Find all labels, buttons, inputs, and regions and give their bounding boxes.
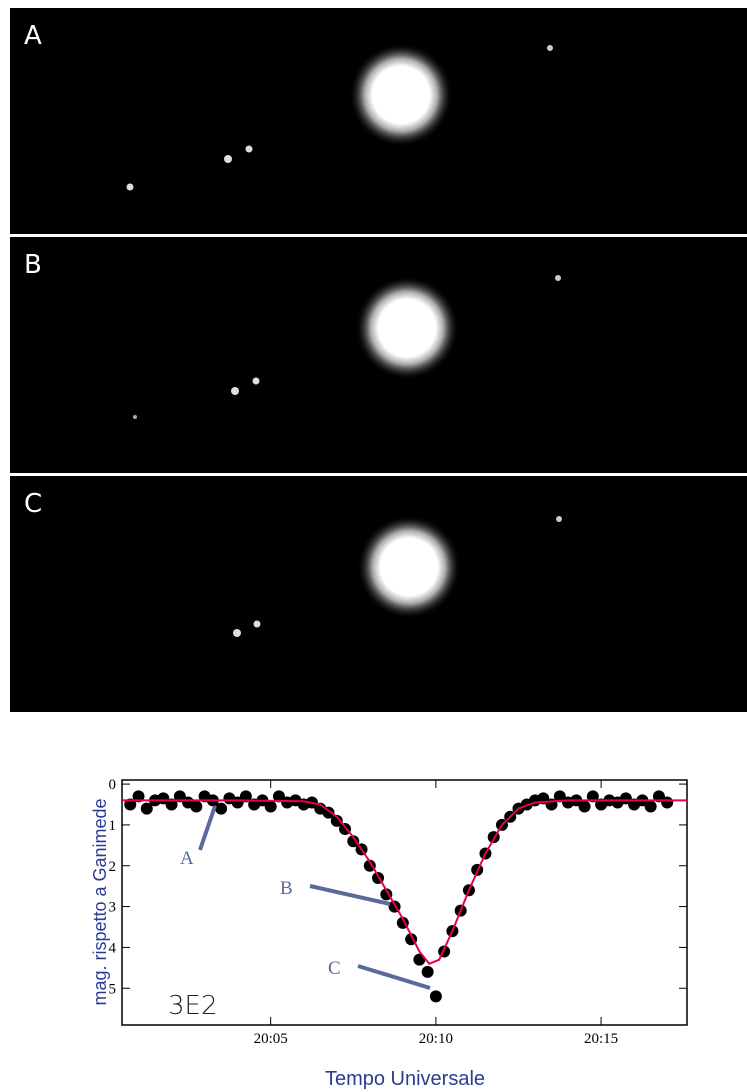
y-tick-label: 1 — [109, 818, 117, 834]
panel-label: B — [24, 250, 42, 280]
x-tick-label: 20:15 — [584, 1031, 618, 1047]
annotation: A — [180, 848, 194, 869]
data-point — [644, 800, 657, 813]
y-tick-label: 4 — [109, 940, 117, 956]
panel-label: C — [24, 489, 42, 519]
data-point — [173, 790, 186, 803]
data-point — [553, 790, 566, 803]
data-point — [190, 800, 203, 813]
data-point — [586, 790, 599, 803]
data-point — [124, 798, 137, 811]
y-tick-label: 5 — [109, 981, 117, 997]
data-point — [239, 790, 252, 803]
data-point — [272, 790, 285, 803]
annotation: C — [328, 958, 341, 979]
photo-panels: A B C — [10, 8, 747, 712]
data-point — [322, 806, 335, 819]
y-tick-label: 0 — [109, 777, 117, 793]
y-tick-label: 2 — [109, 859, 117, 875]
data-point — [578, 800, 591, 813]
plot-frame — [121, 779, 688, 1026]
x-tick-label: 20:10 — [419, 1031, 453, 1047]
annotation: B — [280, 878, 293, 899]
data-point — [421, 965, 434, 978]
y-axis-label: mag. rispetto a Ganimede — [90, 798, 110, 1005]
data-point — [429, 990, 442, 1003]
chart: Tempo Universale mag. rispetto a Ganimed… — [90, 777, 688, 1090]
annotation: 3E2 — [168, 991, 218, 1021]
fit-line — [122, 799, 687, 965]
data-point — [165, 798, 178, 811]
y-tick-label: 3 — [109, 900, 117, 916]
data-point — [140, 802, 153, 815]
annotation-lines — [198, 805, 431, 990]
data-point — [264, 800, 277, 813]
data-point — [330, 814, 343, 827]
data-point — [132, 790, 145, 803]
data-point — [661, 796, 674, 809]
data-point — [215, 802, 228, 815]
data-point — [652, 790, 665, 803]
x-axis-label: Tempo Universale — [325, 1068, 485, 1090]
panel-label: A — [24, 21, 42, 51]
data-point — [347, 835, 360, 848]
x-tick-label: 20:05 — [254, 1031, 288, 1047]
